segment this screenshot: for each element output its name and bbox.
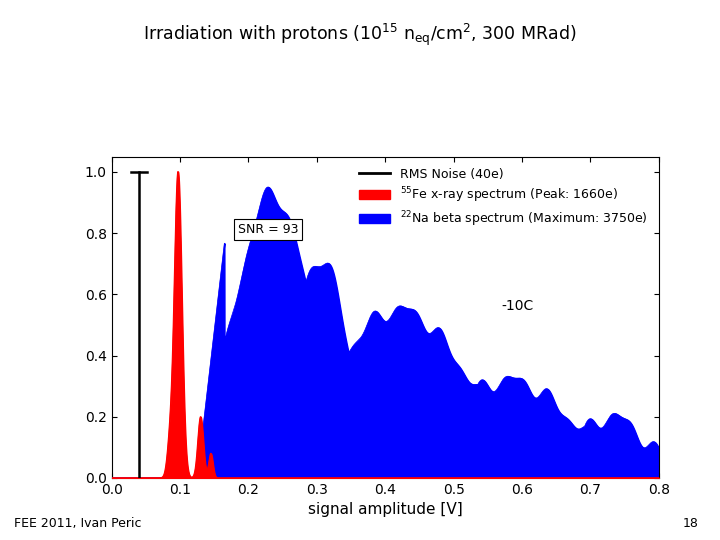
Text: FEE 2011, Ivan Peric: FEE 2011, Ivan Peric [14,517,142,530]
X-axis label: signal amplitude [V]: signal amplitude [V] [308,502,462,517]
Text: 18: 18 [683,517,698,530]
Text: -10C: -10C [501,299,534,313]
Legend: RMS Noise (40e), $^{55}$Fe x-ray spectrum (Peak: 1660e), $^{22}$Na beta spectrum: RMS Noise (40e), $^{55}$Fe x-ray spectru… [354,163,652,234]
Text: Irradiation with protons (10$^{15}$ n$_{\mathregular{eq}}$/cm$^2$, 300 MRad): Irradiation with protons (10$^{15}$ n$_{… [143,22,577,48]
Text: SNR = 93: SNR = 93 [238,223,299,236]
